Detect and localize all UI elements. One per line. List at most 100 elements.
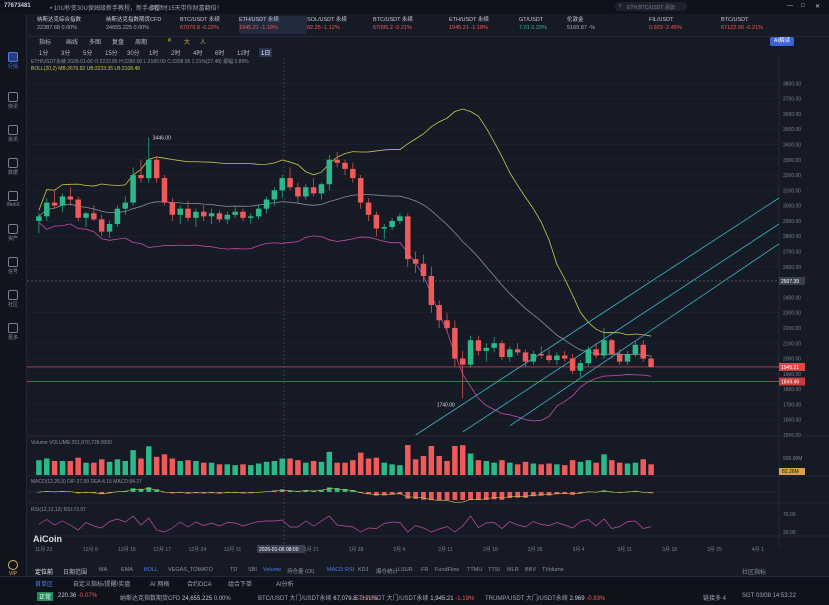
ticker-item[interactable]: ETH/USDT 永续 1945.21 -1.18% — [449, 16, 517, 34]
notice-text[interactable]: • 10U秒变30U， — [50, 6, 94, 12]
macd-bar — [452, 492, 458, 500]
indicator-tab-13[interactable]: LSUR — [398, 567, 413, 573]
indicator-tab-4[interactable]: VEGAS_TOMATO — [168, 567, 213, 573]
close-icon[interactable]: ✕ — [815, 4, 821, 10]
ticker-item[interactable]: 纳斯达克指数期货CFD 24655.225 0.00% — [106, 16, 174, 34]
period-3[interactable]: 5分 — [83, 51, 93, 57]
indicator-tab-19[interactable]: BBV — [525, 567, 537, 573]
tool-icon-1[interactable]: ✕ — [167, 38, 173, 44]
indicator-tab-18[interactable]: MLR — [507, 567, 519, 573]
status-ticker[interactable]: 220.36 -0.07% — [58, 593, 97, 599]
toolbar-3[interactable]: 多图 — [89, 40, 102, 46]
volume-bar — [59, 461, 66, 475]
indicator-tab-9[interactable]: MACD — [327, 567, 344, 573]
notice-text-3[interactable]: 倒计时15天带你财富翻倍！ — [150, 6, 223, 12]
nav-item-8[interactable]: 社区 — [0, 290, 26, 308]
community-indicators[interactable]: 社区指标 — [742, 570, 767, 576]
ticker-item[interactable]: 纳斯达克综合指数 22387.68 0.00% — [37, 16, 105, 34]
indicator-tab-3[interactable]: BOLL — [144, 567, 159, 573]
nav-item-6[interactable]: 资产 — [0, 224, 26, 242]
candle-body — [428, 275, 435, 306]
period-1[interactable]: 1分 — [39, 51, 49, 57]
tool-icon-3[interactable]: 人 — [200, 40, 207, 46]
indicator-tab-6[interactable]: SBI — [248, 567, 257, 573]
toolbar-2[interactable]: 画线 — [66, 40, 79, 46]
status-ticker[interactable]: ETH/USDT 大门/USDT永续 1,945.21 -1.19% — [355, 593, 474, 602]
nav-item-label: 快讯 — [7, 104, 18, 110]
indicator-tab-12[interactable]: 爆仓统计 — [376, 569, 399, 575]
chart-area[interactable]: 3800.00 3700.00 3600.00 3500.00 3400.00 3300.… — [27, 58, 829, 566]
candle-body — [350, 168, 356, 179]
indicator-tab-5[interactable]: TD — [230, 567, 238, 573]
ticker-change: -0.21% — [394, 25, 412, 31]
candlestick-chart[interactable]: 3800.00 3700.00 3600.00 3500.00 3400.00 3300.… — [27, 58, 829, 566]
candle-body — [67, 196, 74, 200]
toolbar-4[interactable]: 复盘 — [112, 40, 125, 46]
nav-item-1[interactable]: 行情 — [0, 52, 26, 70]
ticker-item[interactable]: BTC/USDT 永续 67079.8 -0.22% — [180, 16, 248, 34]
status-ticker[interactable]: BTC/USDT 大门/USDT永续 67,079.8 -0.22% — [258, 593, 377, 602]
period-5[interactable]: 30分 — [127, 51, 140, 57]
indicator-tab-2[interactable]: EMA — [121, 567, 133, 573]
toolbar-5[interactable]: 周期 — [135, 40, 148, 46]
period-10[interactable]: 12时 — [237, 51, 250, 57]
macd-bar — [342, 488, 348, 492]
nav-item-7[interactable]: 信号 — [0, 257, 26, 275]
period-9[interactable]: 6时 — [215, 51, 225, 57]
status-tab-1[interactable]: 首单区 — [35, 582, 54, 588]
ticker-item[interactable]: ETH/USDT 永续 1945.21 -1.19% — [239, 16, 307, 34]
ticker-item[interactable]: BTC/USDT 67122.00 -0.21% — [721, 16, 789, 34]
indicator-tab-15[interactable]: FundFlow — [435, 567, 460, 573]
status-ticker[interactable]: TRUMP/USDT 大门/USDT永续 2.969 -0.93% — [485, 593, 605, 602]
maximize-icon[interactable]: □ — [801, 3, 805, 9]
indicator-tab-7[interactable]: Volume — [263, 567, 282, 573]
indicator-tab-10[interactable]: RSI — [345, 567, 355, 573]
nav-item-5[interactable]: Web3 — [0, 191, 26, 208]
period-7[interactable]: 2时 — [171, 51, 181, 57]
minimize-icon[interactable]: — — [787, 3, 793, 9]
volume-bar — [459, 445, 466, 475]
indicator-tab-1[interactable]: MA — [99, 567, 108, 573]
period-4[interactable]: 15分 — [105, 51, 118, 57]
nav-item-label: 社区 — [7, 302, 18, 308]
status-tab-6[interactable]: AI分析 — [276, 582, 294, 588]
nav-item-3[interactable]: 资讯 — [0, 125, 26, 143]
period-2[interactable]: 3分 — [61, 51, 71, 57]
ticker-item[interactable]: GT/USDT 7.01 0.29% — [519, 16, 587, 34]
candle-body — [436, 305, 442, 321]
status-tab-4[interactable]: 合约DCA — [187, 582, 212, 588]
status-tab-3[interactable]: AI 网格 — [150, 582, 170, 588]
indicator-tab-16[interactable]: TTMU — [467, 567, 483, 573]
tool-icon-2[interactable]: 大 — [184, 40, 191, 46]
bottom-left-tab-1[interactable]: 定位前 — [35, 570, 54, 576]
notice-text-2[interactable]: 保姆级新手教程，新手必看！ — [88, 6, 167, 12]
volume-bar — [514, 464, 521, 475]
status-ticker[interactable]: 纳斯达克指数期货CFD 24,655.225 0.00% — [120, 593, 231, 602]
bottom-left-tab-2[interactable]: 日期范围 — [63, 570, 88, 576]
ticker-item[interactable]: BTC/USDT 永续 67085.2 -0.21% — [373, 16, 441, 34]
indicator-tab-11[interactable]: KDJ — [358, 567, 369, 573]
period-8[interactable]: 4时 — [193, 51, 203, 57]
macd-bar — [381, 492, 387, 496]
status-tab-2[interactable]: 自定义指标/提醒/实盘 — [73, 582, 131, 588]
indicator-tab-20[interactable]: TVolume — [542, 567, 564, 573]
volume-bar — [428, 446, 435, 475]
search-input[interactable]: ⌕ ETH BTC/USDT 添加 — [615, 2, 687, 11]
nav-item-2[interactable]: 快讯 — [0, 92, 26, 110]
indicator-tab-14[interactable]: FR — [421, 567, 429, 573]
ticker-item[interactable]: SOL/USDT 永续 82.25 -1.12% — [307, 16, 375, 34]
status-tab-5[interactable]: 组合下单 — [228, 582, 253, 588]
indicator-tab-17[interactable]: TTSI — [488, 567, 500, 573]
nav-item-4[interactable]: 数据 — [0, 158, 26, 176]
vip-button[interactable]: VIP — [0, 560, 26, 577]
macd-bar — [303, 490, 309, 492]
period-11[interactable]: 1日 — [259, 48, 273, 57]
indicator-tab-8[interactable]: 持仓量 (OI) — [287, 569, 315, 575]
toolbar-1[interactable]: 指标 — [39, 40, 52, 46]
ticker-item[interactable]: FIL/USDT 0.929 -2.45% — [649, 16, 717, 34]
period-6[interactable]: 1时 — [149, 51, 159, 57]
account-id[interactable]: 77673481 — [4, 3, 31, 9]
nav-item-9[interactable]: 更多 — [0, 323, 26, 341]
ai-analysis-button[interactable]: AI解读 — [770, 37, 794, 46]
ticker-item[interactable]: 伦敦金 5169.87 -% — [567, 16, 635, 34]
